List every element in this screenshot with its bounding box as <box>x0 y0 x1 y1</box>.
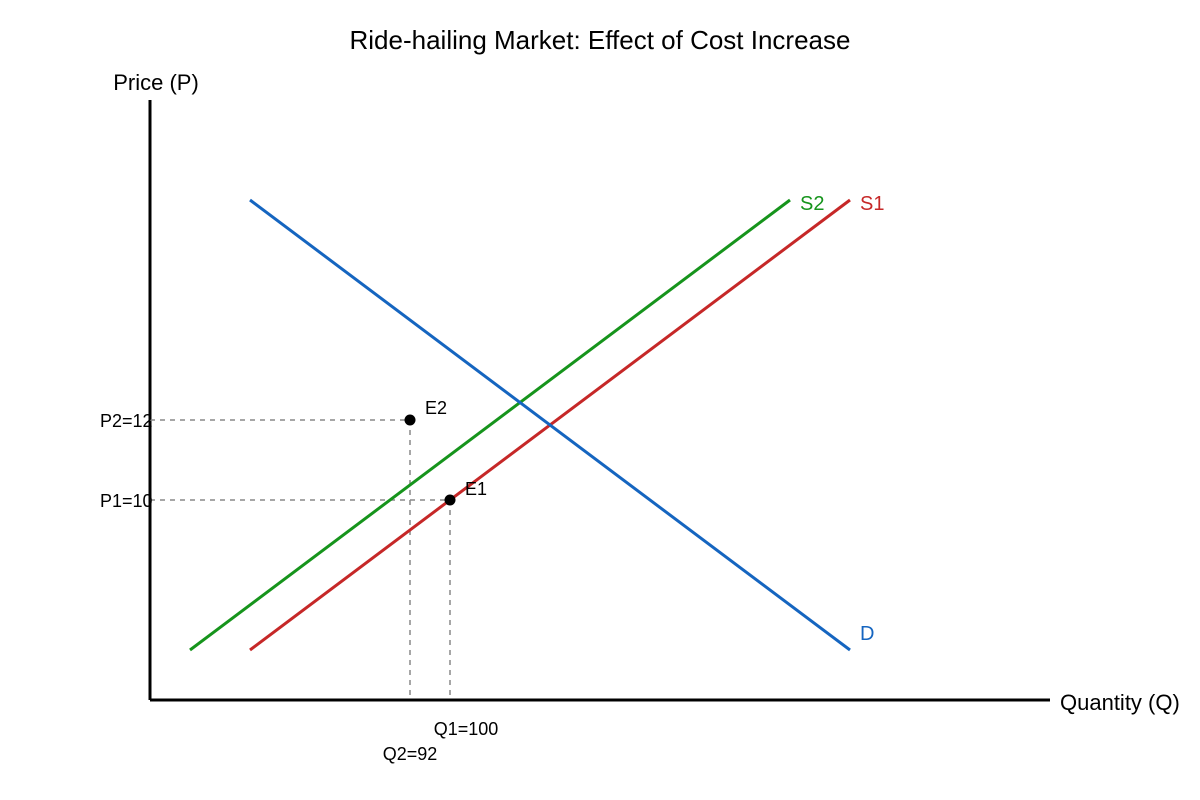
supply-curve-s2-label: S2 <box>800 193 824 215</box>
p1-tick-label: P1=10 <box>100 491 153 511</box>
p2-tick-label: P2=12 <box>100 411 153 431</box>
supply-curve-s2 <box>189 198 791 652</box>
equilibrium-point-e2 <box>404 414 416 426</box>
e1-label: E1 <box>465 479 487 499</box>
demand-curve <box>249 198 851 652</box>
equilibrium-point-e1 <box>444 494 456 506</box>
supply-curve-s1-label: S1 <box>860 193 884 215</box>
e2-label: E2 <box>425 398 447 418</box>
x-axis-label: Quantity (Q) <box>1060 690 1180 715</box>
y-axis-label: Price (P) <box>113 70 199 95</box>
diagram-title: Ride-hailing Market: Effect of Cost Incr… <box>350 25 851 55</box>
q2-tick-label: Q2=92 <box>383 744 438 764</box>
q1-tick-label: Q1=100 <box>434 719 499 739</box>
demand-curve-label: D <box>860 623 874 645</box>
